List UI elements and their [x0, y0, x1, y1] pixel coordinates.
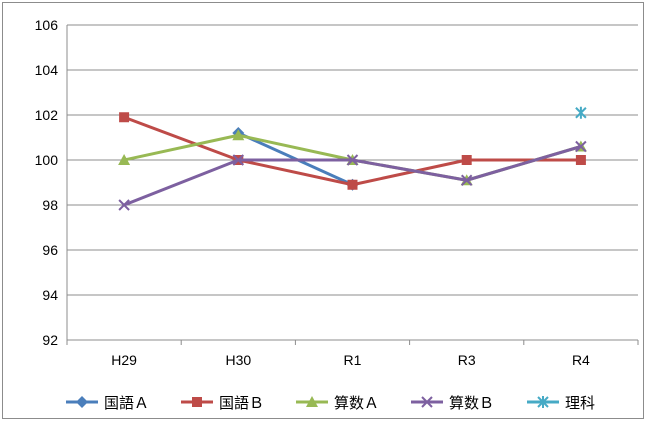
series-4 [118, 140, 587, 211]
data-point [461, 155, 472, 165]
legend-item: 算数Ａ [296, 394, 379, 412]
x-tick-label: R3 [458, 352, 476, 368]
x-tick-label: H30 [225, 352, 251, 368]
y-tick-label: 106 [35, 17, 59, 33]
series-5 [575, 106, 587, 119]
legend-label: 算数Ａ [334, 394, 379, 412]
data-point [232, 129, 245, 141]
data-point [575, 106, 587, 119]
series-line [123, 115, 581, 187]
y-tick-label: 100 [35, 152, 59, 168]
legend: 国語Ａ 国語Ｂ 算数Ａ 算数Ｂ 理科 [66, 394, 595, 412]
data-point [347, 179, 358, 190]
series-3 [118, 129, 587, 186]
y-tick-label: 92 [42, 332, 58, 348]
data-point [232, 154, 245, 166]
legend-label: 理科 [565, 394, 595, 412]
chart-frame [2, 2, 644, 419]
data-point [118, 199, 130, 211]
legend-label: 国語Ｂ [219, 394, 264, 412]
data-point [118, 154, 131, 165]
legend-item: 国語Ａ [66, 394, 149, 412]
x-tick-label: R1 [344, 352, 362, 368]
x-tick-label: H29 [111, 352, 137, 368]
x-axis-tick-labels: H29 H30 R1 R3 R4 [111, 352, 590, 368]
legend-marker [537, 396, 549, 408]
x-tick-label: R4 [572, 352, 590, 368]
y-tick-label: 94 [42, 287, 58, 303]
data-point [575, 140, 587, 153]
data-point [346, 154, 359, 166]
legend-marker [76, 396, 88, 408]
legend-marker [192, 397, 202, 407]
y-tick-label: 104 [35, 62, 59, 78]
y-axis-tick-labels: 92 94 96 98 100 102 104 106 [35, 17, 59, 348]
legend-marker [306, 396, 318, 407]
legend-item: 理科 [527, 394, 595, 412]
data-point [460, 174, 473, 186]
legend-label: 算数Ｂ [449, 394, 494, 412]
legend-item: 国語Ｂ [181, 394, 264, 412]
data-point [119, 112, 130, 123]
y-tick-label: 96 [42, 242, 58, 258]
series-lines [118, 106, 587, 211]
legend-item: 算数Ｂ [411, 394, 494, 412]
legend-marker [421, 396, 433, 408]
y-tick-label: 98 [42, 197, 58, 213]
gridlines [66, 24, 639, 345]
y-tick-label: 102 [35, 107, 59, 123]
data-point [575, 155, 586, 165]
legend-label: 国語Ａ [104, 394, 149, 412]
